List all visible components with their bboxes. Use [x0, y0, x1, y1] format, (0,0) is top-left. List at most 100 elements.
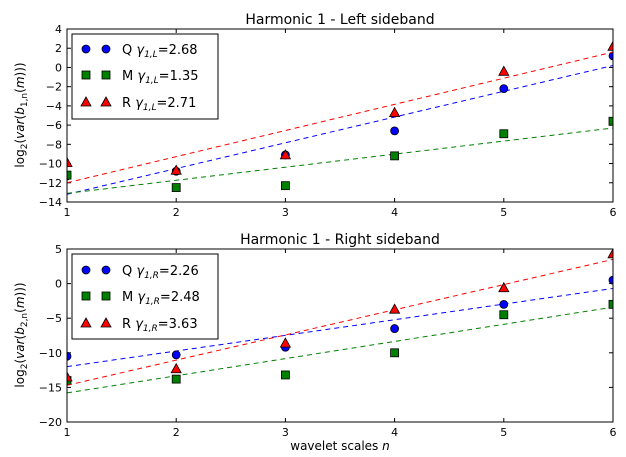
point-q — [499, 84, 509, 93]
legend-label: R γ1,L=2.71 — [122, 96, 196, 113]
chart-title-left: Harmonic 1 - Left sideband — [245, 12, 434, 28]
y-tick-label: 0 — [55, 278, 62, 291]
panel2-y-axis-label: log2(var(b2,n(m))) — [13, 282, 30, 387]
gamma-value: 3.63 — [169, 317, 198, 332]
panel1-plot-area: 1 2 3 4 5 6 −14 −12 −10 −8 −6 −4 −2 0 2 4 — [39, 23, 617, 219]
x-tick-label: 3 — [282, 426, 289, 439]
legend-marker — [80, 96, 92, 107]
y-tick-label: −15 — [39, 381, 62, 394]
legend-entry-r: R γ1,L=2.71 — [80, 96, 196, 113]
point-m — [280, 370, 290, 380]
x-tick-label: 2 — [173, 426, 180, 439]
series-name: R — [122, 317, 131, 332]
y-tick-label: −6 — [46, 119, 62, 132]
gamma-subscript: 1,R — [144, 271, 159, 281]
panel-right-sideband: Harmonic 1 - Right sideband 1 2 3 4 5 6 −20 −15… — [13, 232, 617, 439]
chart-title-right: Harmonic 1 - Right sideband — [240, 232, 440, 248]
x-axis-label: wavelet scales n — [290, 439, 389, 453]
fit-line-m — [67, 306, 613, 394]
gamma-subscript: 1,R — [145, 297, 160, 307]
series-name: M — [122, 290, 133, 305]
y-tick-label: −10 — [39, 347, 62, 360]
legend-marker — [101, 265, 111, 275]
point-m — [390, 348, 400, 358]
gamma-value: 2.71 — [167, 96, 196, 111]
legend-marker — [80, 317, 92, 328]
panel1-legend-box — [71, 33, 219, 120]
y-tick-label: 4 — [55, 23, 62, 36]
gamma-value: 2.26 — [170, 264, 199, 279]
legend-label: M γ1,R=2.48 — [122, 290, 200, 307]
gamma-subscript: 1,L — [145, 76, 159, 86]
x-tick-label: 6 — [610, 206, 617, 219]
legend-entry-q: Q γ1,L=2.68 — [81, 43, 198, 60]
point-r — [388, 303, 401, 314]
point-m — [608, 116, 613, 126]
plot-series — [67, 40, 613, 195]
legend-entry-m: M γ1,R=2.48 — [81, 290, 200, 307]
point-q — [67, 351, 72, 361]
legend-label: R γ1,R=3.63 — [122, 317, 198, 334]
point-m — [280, 181, 290, 191]
y-tick-label: 5 — [55, 243, 62, 256]
panel2-legend-box — [71, 253, 219, 340]
point-r — [498, 65, 510, 76]
fit-line-r — [67, 51, 613, 184]
plot-series — [67, 249, 613, 394]
series-name: Q — [122, 43, 132, 58]
point-m — [390, 151, 400, 161]
legend-marker — [101, 291, 111, 301]
y-tick-label: −10 — [39, 158, 62, 171]
legend-marker — [81, 291, 91, 301]
point-q — [608, 51, 613, 61]
y-tick-label: −20 — [39, 416, 62, 429]
gamma-subscript: 1,R — [143, 324, 158, 334]
y-tick-label: −5 — [46, 312, 62, 325]
fit-line-q — [67, 65, 613, 195]
series-name: Q — [122, 264, 132, 279]
y-tick-label: −14 — [39, 196, 62, 209]
legend-entry-q: Q γ1,R=2.26 — [81, 264, 199, 281]
legend-marker — [81, 44, 91, 54]
point-q — [390, 126, 400, 136]
panel2-plot-area: 1 2 3 4 5 6 −20 −15 −10 −5 0 5 — [39, 243, 617, 439]
panel2-legend: Q γ1,R=2.26 M γ1,R=2.48 R γ1,R=3.63 — [71, 253, 219, 340]
x-tick-label: 5 — [500, 206, 507, 219]
panel1-y-axis-label: log2(var(b1,n(m))) — [13, 62, 30, 167]
point-m — [67, 170, 72, 180]
y-tick-label: 0 — [55, 61, 62, 74]
y-tick-label: −12 — [39, 177, 62, 190]
point-q — [171, 350, 181, 360]
legend-entry-m: M γ1,L=1.35 — [81, 69, 199, 86]
point-m — [171, 374, 181, 384]
point-r — [67, 156, 73, 167]
point-r — [498, 281, 510, 293]
gamma-value: 2.48 — [171, 290, 200, 305]
y-tick-label: −2 — [46, 81, 62, 94]
point-r — [279, 337, 292, 348]
series-name: R — [122, 96, 131, 111]
point-m — [499, 310, 509, 320]
legend-label: M γ1,L=1.35 — [122, 69, 199, 86]
x-tick-label: 4 — [391, 426, 398, 439]
point-m — [171, 183, 181, 192]
fit-line-m — [67, 127, 613, 194]
point-r — [279, 149, 292, 160]
y-tick-label: −8 — [46, 138, 62, 151]
x-tick-label: 3 — [282, 206, 289, 219]
legend-label: Q γ1,R=2.26 — [122, 264, 199, 281]
point-r — [607, 40, 613, 51]
gamma-value: 2.68 — [169, 43, 198, 58]
point-q — [608, 275, 613, 285]
x-tick-label: 6 — [610, 426, 617, 439]
point-m — [499, 129, 509, 139]
legend-marker — [81, 70, 91, 80]
legend-marker — [100, 317, 112, 328]
point-r — [170, 362, 182, 374]
x-tick-label: 1 — [64, 206, 71, 219]
gamma-value: 1.35 — [170, 69, 199, 84]
point-r — [388, 106, 401, 118]
x-tick-label: 4 — [391, 206, 398, 219]
point-q — [390, 324, 400, 333]
